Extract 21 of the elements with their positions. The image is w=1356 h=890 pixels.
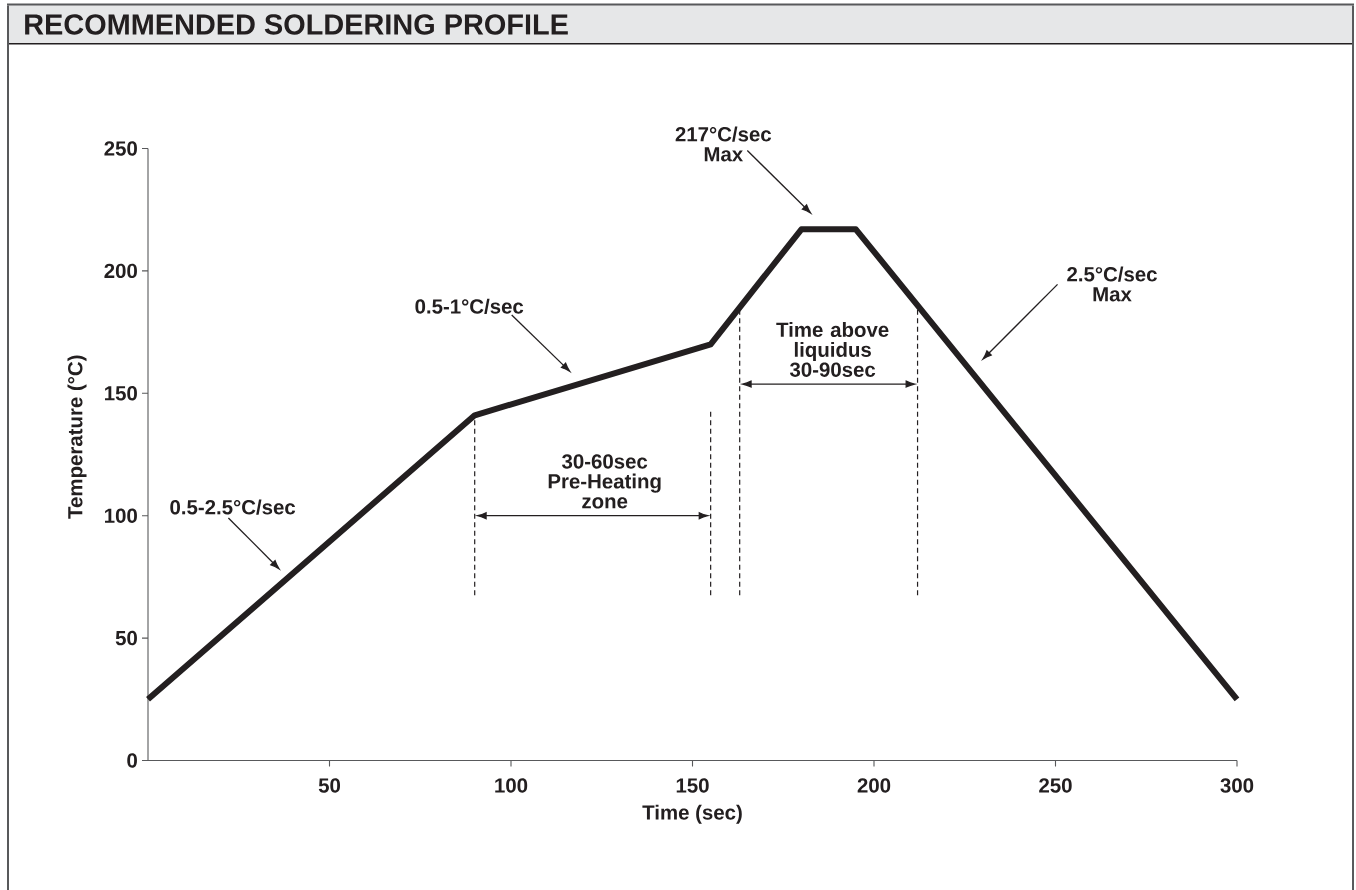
y-tick-label: 200 xyxy=(104,263,137,279)
annotation: 2.5°C/sec Max xyxy=(1067,266,1157,302)
annotation: 0.5-2.5°C/sec xyxy=(170,499,296,515)
annotation: 30-60sec Pre-Heating zone xyxy=(548,454,661,509)
y-tick-label: 250 xyxy=(104,141,137,156)
y-tick-label: 50 xyxy=(115,630,137,646)
y-tick-label: 100 xyxy=(105,508,137,523)
x-tick-label: 300 xyxy=(1220,778,1254,793)
x-tick-label: 200 xyxy=(857,778,891,793)
y-tick-label: 0 xyxy=(127,753,137,768)
annotation: 217°C/sec Max xyxy=(675,126,772,162)
x-tick-label: 100 xyxy=(495,778,528,793)
x-tick-label: 250 xyxy=(1039,778,1072,793)
y-tick-label: 150 xyxy=(105,386,137,401)
x-tick-label: 150 xyxy=(676,778,709,793)
y-axis-title: Temperature (°C) xyxy=(67,355,87,519)
x-tick-label: 50 xyxy=(318,778,341,793)
annotation: 0.5-1°C/sec xyxy=(415,298,524,314)
chart-title: RECOMMENDED SOLDERING PROFILE xyxy=(25,14,568,35)
x-axis-title: Time (sec) xyxy=(642,804,742,824)
annotation: Time above liquidus 30-90sec xyxy=(776,322,889,377)
